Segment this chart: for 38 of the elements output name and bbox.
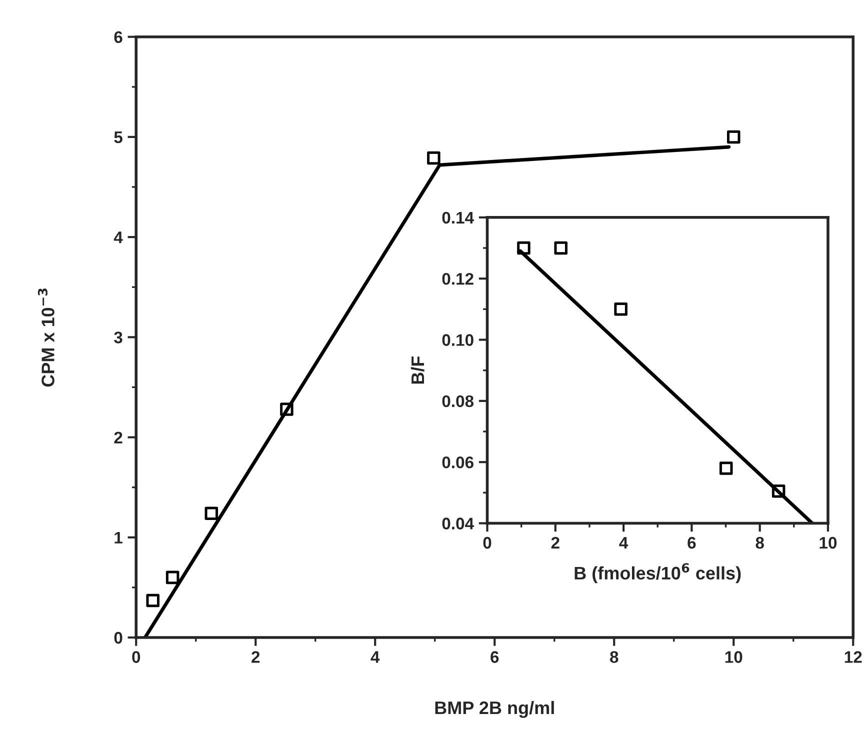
y-tick-label: 0.10 xyxy=(442,334,474,346)
y-tick-label: 3 xyxy=(114,332,122,344)
x-tick-label: 8 xyxy=(756,536,764,549)
y-tick-label: 0.04 xyxy=(442,518,474,530)
x-tick-label: 10 xyxy=(820,536,837,549)
point xyxy=(427,151,440,165)
x-axis-title: BMP 2B ng/ml xyxy=(435,700,554,718)
x-tick-label: 10 xyxy=(725,651,742,663)
point xyxy=(614,302,628,316)
x-tick-label: 12 xyxy=(844,651,862,663)
y-tick-label: 0.06 xyxy=(442,456,474,468)
x-tick-label: 6 xyxy=(490,651,499,663)
point xyxy=(146,594,160,608)
x-tick-label: 6 xyxy=(688,536,696,549)
y-tick-label: 0.14 xyxy=(442,212,474,224)
x-tick-label: 4 xyxy=(619,537,628,549)
x-tick-label: 0 xyxy=(132,651,140,663)
x-tick-label: 2 xyxy=(551,536,560,549)
x-tick-label: 0 xyxy=(483,536,492,549)
y-tick-label: 0.08 xyxy=(442,395,474,408)
y-tick-label: 1 xyxy=(114,532,122,544)
y-tick-label: 4 xyxy=(114,232,123,244)
y-tick-label: 2 xyxy=(114,432,122,444)
point xyxy=(166,570,180,584)
point xyxy=(204,506,218,520)
x-axis-title: B (fmoles/10$^{6}$ cells) xyxy=(574,563,741,584)
point xyxy=(554,241,568,255)
y-tick-label: 5 xyxy=(114,132,122,144)
y-axis-title: B/F xyxy=(410,356,424,384)
point xyxy=(726,130,740,144)
y-axis-title: CPM x 10$^{−3}$ xyxy=(38,288,54,387)
x-tick-label: 2 xyxy=(252,651,260,663)
x-tick-label: 4 xyxy=(370,651,380,663)
y-tick-label: 0.12 xyxy=(442,272,474,285)
point xyxy=(719,462,733,475)
x-tick-label: 8 xyxy=(610,651,618,663)
y-tick-label: 0 xyxy=(114,632,122,644)
y-tick-label: 6 xyxy=(114,31,122,44)
